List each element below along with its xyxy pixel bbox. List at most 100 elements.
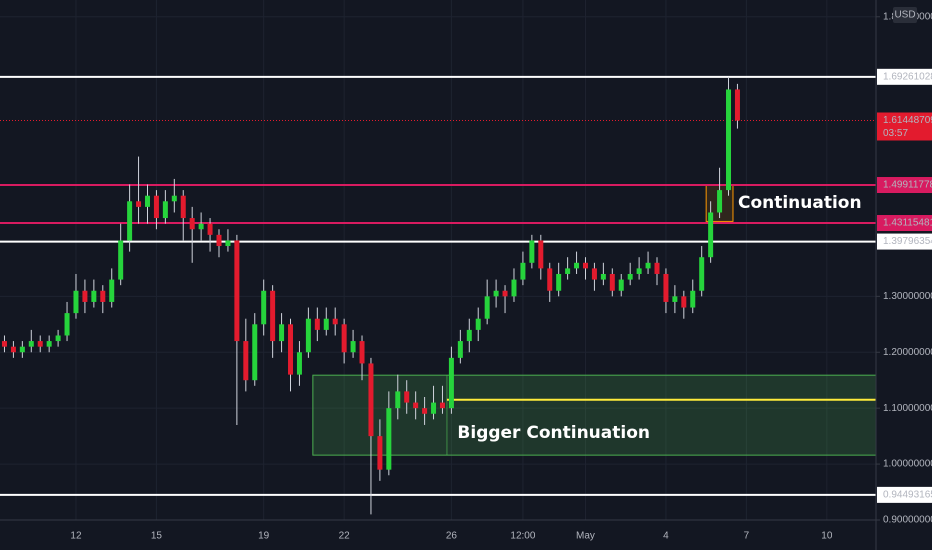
x-tick-label: May [576,531,595,542]
candle-body [457,341,463,358]
zone-label: Continuation [738,193,862,213]
candle-body [556,273,562,291]
candle-body [64,313,70,336]
y-tick-label: 1.10000000 [883,403,932,414]
candle-body [636,268,642,274]
candle-body [279,324,285,342]
candle-body [609,273,615,291]
candle-body [475,318,481,330]
candle-body [422,408,428,414]
candle-body [82,290,88,302]
candle-body [305,318,311,353]
y-tick-label: 1.20000000 [883,347,932,358]
x-tick-label: 22 [339,531,351,542]
candle-body [591,268,597,280]
candle-body [520,262,526,280]
candle-body [37,341,43,347]
price-label-bg [877,177,932,194]
price-label: 1.43115481 [883,218,932,229]
candle-body [502,290,508,297]
candle-body [538,240,544,269]
x-tick-label: 12 [70,531,82,542]
candle-body [717,190,723,213]
candle-body [109,279,115,302]
x-tick-label: 7 [744,531,750,542]
candle-body [91,290,97,302]
candle-body [207,223,213,235]
candle-body [359,341,365,364]
candle-body [529,240,535,263]
candle-body [296,352,302,375]
candle-body [439,402,445,409]
candle-body [171,195,177,202]
y-tick-label: 1.30000000 [883,291,932,302]
candle-body [332,318,338,325]
candle-body [484,296,490,319]
candle-body [377,436,383,470]
candle-body [323,318,329,330]
candle-body [46,341,52,347]
candle-body [708,212,714,258]
candle-body [726,89,732,191]
candle-body [180,195,186,219]
candle-body [234,240,240,342]
candle-body [189,218,195,230]
candle-body [699,257,705,291]
zone-label: Bigger Continuation [457,423,650,443]
candle-body [448,357,454,409]
price-label-bg [877,112,932,141]
candle-body [672,296,678,302]
x-tick-label: 15 [151,531,163,542]
candle-body [144,195,150,207]
price-label: 1.61448709 [883,115,932,126]
candle-body [600,273,606,280]
candle-body [547,268,553,291]
candle-body [100,290,106,302]
candle-body [368,363,374,437]
candle-body [618,279,624,291]
price-label-bg [877,215,932,232]
x-tick-label: 10 [821,531,833,542]
candle-body [28,341,34,347]
x-tick-label: 12:00 [510,531,535,542]
currency: USD [894,10,915,21]
y-tick-label: 1.00000000 [883,459,932,470]
candle-body [1,341,7,347]
candle-body [511,279,517,297]
candle-body [288,324,294,375]
candle-body [198,223,204,230]
candle-body [574,262,580,269]
candle-body [252,324,258,381]
candle-body [395,391,401,409]
candle-body [10,346,16,353]
candle-body [216,234,222,247]
candle-body [565,268,571,274]
price-label: 0.94493165 [883,490,932,501]
x-tick-label: 19 [258,531,270,542]
candle-body [136,201,142,207]
x-tick-label: 4 [663,531,669,542]
price-label-bg [877,68,932,85]
candle-body [162,201,168,219]
price-label: 1.39796354 [883,236,932,247]
price-label-bg [877,233,932,250]
y-tick-label: 0.90000000 [883,515,932,526]
candle-body [582,262,588,269]
candle-body [55,335,61,342]
candle-body [270,290,276,342]
x-tick-label: 26 [446,531,458,542]
candle-body [19,346,25,353]
candle-body [73,290,79,314]
candle-body [404,391,410,403]
candle-body [431,402,437,414]
candle-body [243,341,249,381]
candle-body [127,201,133,241]
candle-body [654,262,660,274]
currency-badge[interactable] [893,7,917,23]
price-label: 1.49911778 [883,180,932,191]
candle-body [413,402,419,409]
candle-body [261,290,267,325]
candle-body [645,262,651,269]
